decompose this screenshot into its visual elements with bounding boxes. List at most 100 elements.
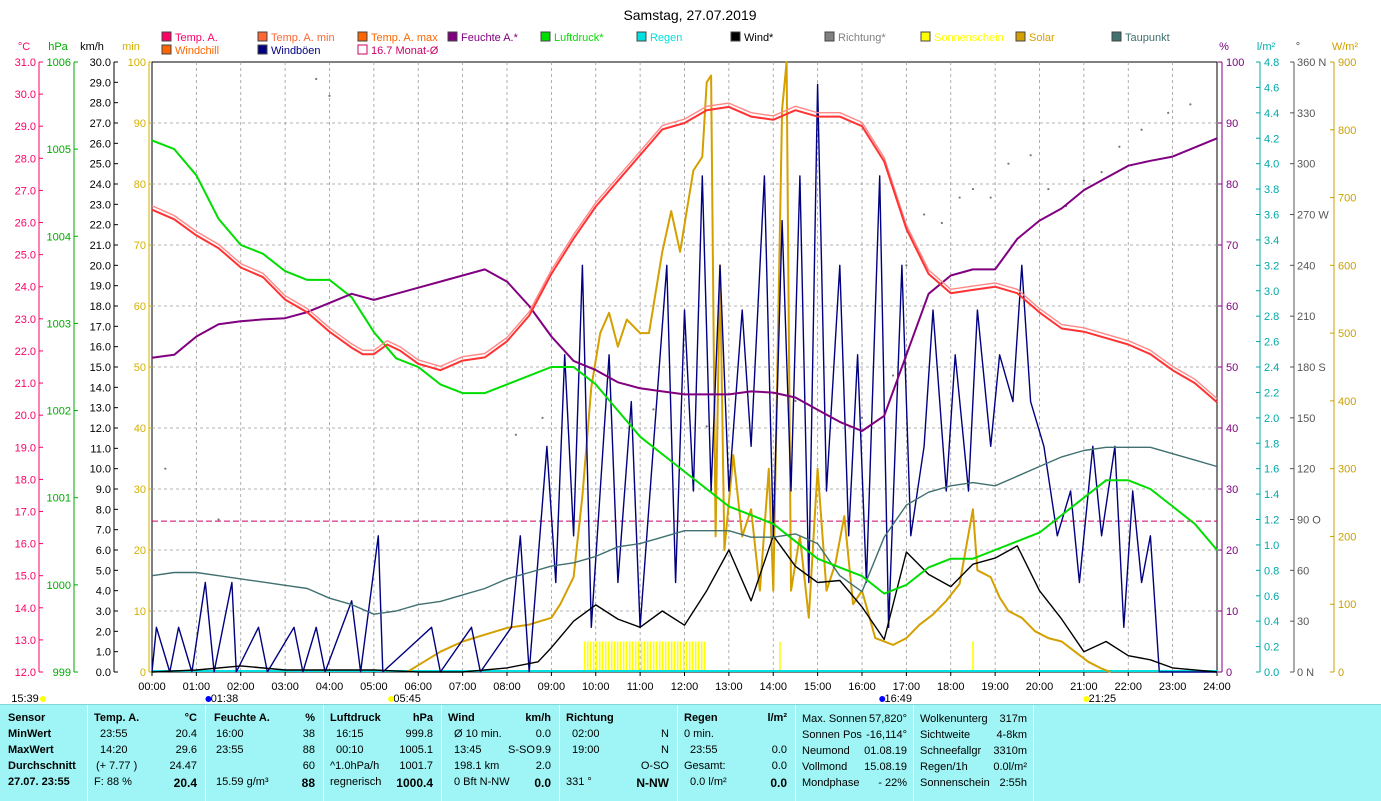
marker-icon-2: [388, 696, 395, 702]
marker-icon-4: [1083, 696, 1090, 702]
legend-label-4: Luftdruck*: [554, 32, 604, 44]
kmh-axis-label-0: 30.0: [90, 57, 111, 69]
legend-label-3: Feuchte A.*: [461, 32, 519, 44]
rain-axis-label-23: 0.2: [1264, 642, 1279, 654]
legend-label-6: Wind*: [744, 32, 774, 44]
x-label-11: 11:00: [627, 681, 654, 693]
direction-dots: [164, 77, 1192, 521]
press-header: Luftdruck: [330, 712, 381, 724]
dir-max: N: [661, 744, 669, 756]
legend-label-8: Sonnenschein: [934, 32, 1004, 44]
x-label-19: 19:00: [981, 681, 1009, 693]
right-axes: 10090807060504030201004.84.64.44.24.03.8…: [1218, 57, 1356, 679]
hum-min: 38: [302, 728, 315, 740]
kmh-axis-label-29: 1.0: [96, 647, 111, 659]
legend-swatch-0: [161, 31, 172, 42]
series-luftdruck: [151, 139, 1218, 595]
direction-dot-25: [1167, 111, 1170, 114]
direction-dot-19: [1047, 187, 1050, 191]
min-axis-label-10: 0: [140, 667, 146, 679]
min-axis-label-1: 90: [134, 118, 146, 130]
summary-panel: Sensor MinWert MaxWert Durchschnitt 27.0…: [0, 704, 1381, 801]
series-layer: [151, 61, 1218, 673]
marker-icon-1: [205, 696, 212, 702]
temp-axis-label-18: 13.0: [15, 635, 36, 647]
hum-max-time: 23:55: [216, 744, 244, 756]
sun-value-3: 15.08.19: [864, 761, 907, 773]
legend-swatch-5: [636, 31, 647, 42]
pct-axis-label-5: 50: [1226, 362, 1238, 374]
direction-column: Richtung 02:00 N 19:00 N O-SO 331 ° N-NW: [560, 705, 678, 801]
min-axis-label-9: 10: [134, 606, 146, 618]
sun-label-3: Vollmond: [802, 761, 848, 773]
unit-rain: l/m²: [1257, 41, 1276, 53]
dir-axis-label-7: 150: [1297, 413, 1315, 425]
rain-axis-label-8: 3.2: [1264, 260, 1279, 272]
direction-dot-26: [1189, 103, 1192, 106]
sun-column: Max. Sonnen 57,820° Sonnen Pos -16,114° …: [796, 705, 914, 801]
unit-solar: W/m²: [1332, 41, 1359, 53]
kmh-axis-label-12: 18.0: [90, 301, 111, 313]
rain-axis-label-22: 0.4: [1264, 616, 1279, 628]
sun-label-4: Mondphase: [802, 777, 860, 789]
cloud-label-3: Regen/1h: [920, 761, 968, 773]
x-label-20: 20:00: [1026, 681, 1054, 693]
dir-max-time: 19:00: [572, 744, 600, 756]
hum-header: Feuchte A.: [214, 712, 270, 724]
wind-max-time: 13:45: [454, 744, 482, 756]
kmh-axis-label-6: 24.0: [90, 179, 111, 191]
legend-swatch-10: [1111, 31, 1122, 42]
marker-label-3: 16:49: [884, 693, 912, 704]
temp-axis-label-19: 12.0: [15, 667, 36, 679]
press-current: 1000.4: [396, 776, 433, 790]
unit-hpa: hPa: [48, 41, 68, 53]
hum-max: 88: [302, 744, 315, 756]
x-label-21: 21:00: [1070, 681, 1098, 693]
press-trend: ^1.0hPa/h: [330, 760, 380, 772]
x-label-10: 10:00: [582, 681, 610, 693]
hpa-axis-label-6: 1000: [47, 580, 71, 592]
plot-area: [151, 61, 1218, 673]
x-label-23: 23:00: [1159, 681, 1187, 693]
marker-icon-0: [40, 696, 46, 702]
left-axes: 31.0 30.0 29.0 28.0 27.0 26.0 25.0 24.0 23.0 22.0…: [15, 57, 152, 679]
legend-swatch-6: [730, 31, 741, 42]
kmh-axis-label-2: 28.0: [90, 98, 111, 110]
wind-column: Wind km/h Ø 10 min. 0.0 13:45 S-SO 9.9 1…: [442, 705, 560, 801]
kmh-axis-label-24: 6.0: [96, 545, 111, 557]
kmh-axis-label-3: 27.0: [90, 118, 111, 130]
direction-dot-6: [652, 408, 655, 411]
rain-axis-label-1: 4.6: [1264, 82, 1279, 94]
marker-label-0: 15:39: [11, 693, 39, 704]
temp-axis-label-15: 16.0: [15, 539, 36, 551]
direction-dot-2: [315, 77, 318, 81]
x-label-1: 01:00: [183, 681, 211, 693]
x-label-5: 05:00: [360, 681, 388, 693]
temp-min: 20.4: [175, 728, 197, 740]
kmh-axis-label-26: 4.0: [96, 586, 111, 598]
solar-axis-label-5: 400: [1338, 396, 1356, 408]
kmh-axis-label-25: 5.0: [96, 565, 111, 577]
direction-dot-23: [1118, 145, 1121, 148]
rain-axis-label-9: 3.0: [1264, 286, 1279, 298]
kmh-axis-label-11: 19.0: [90, 281, 111, 293]
temp-avg: 24.47: [169, 760, 197, 772]
direction-dot-17: [1007, 162, 1010, 165]
sun-value-0: 57,820°: [868, 713, 907, 725]
rain-axis-label-5: 3.8: [1264, 184, 1279, 196]
rain-unit: l/m²: [767, 712, 787, 724]
rain-day: 0.0: [771, 744, 787, 756]
rain-axis-label-13: 2.2: [1264, 387, 1279, 399]
legend-swatch-2: [357, 31, 368, 42]
direction-dot-11: [905, 264, 908, 267]
x-label-9: 09:00: [538, 681, 566, 693]
kmh-axis-label-13: 17.0: [90, 321, 111, 333]
temp-avg-note: (+ 7.77 ): [96, 760, 138, 772]
dir-min: N: [661, 728, 669, 740]
kmh-axis-label-8: 22.0: [90, 220, 111, 232]
rain-axis-label-19: 1.0: [1264, 540, 1279, 552]
pct-axis-label-0: 100: [1226, 57, 1244, 69]
marker-label-1: 01:38: [211, 693, 239, 704]
rain-axis-label-24: 0.0: [1264, 667, 1279, 679]
x-label-7: 07:00: [449, 681, 477, 693]
